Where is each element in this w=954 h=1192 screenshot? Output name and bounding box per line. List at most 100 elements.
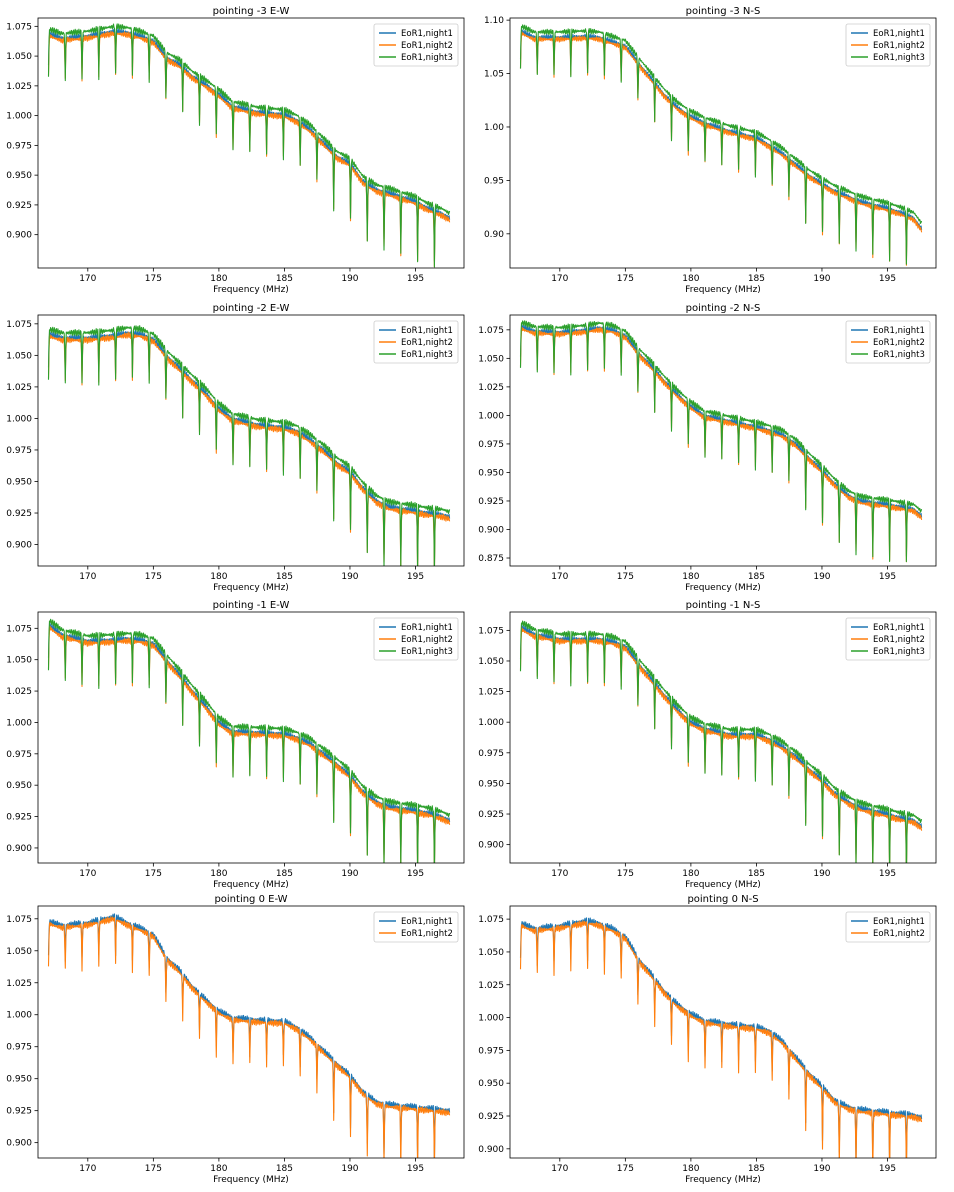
x-tick-label: 180 [682, 869, 699, 879]
chart-title: pointing -2 N-S [686, 303, 761, 314]
x-axis-label: Frequency (MHz) [213, 285, 289, 295]
y-tick-label: 1.025 [6, 82, 32, 92]
legend-label: EoR1,night3 [873, 647, 925, 657]
y-tick-label: 0.950 [478, 468, 504, 478]
chart-panel-6: pointing 0 E-W 170 175 180 185 190 195 0.900 0.9… [6, 894, 465, 1185]
legend-label: EoR1,night2 [401, 929, 453, 939]
x-axis-label: Frequency (MHz) [213, 1175, 289, 1185]
y-tick-label: 0.925 [6, 201, 32, 211]
x-tick-label: 175 [145, 1164, 162, 1174]
axes-frame [509, 611, 937, 864]
x-tick-label: 180 [682, 1164, 699, 1174]
y-tick-label: 0.975 [6, 750, 32, 760]
legend-label: EoR1,night3 [401, 53, 453, 63]
y-tick-label: 1.075 [6, 915, 32, 925]
plot-area [47, 913, 451, 1158]
y-tick-label: 0.900 [478, 841, 504, 851]
series-line-3 [519, 620, 923, 863]
chart-title: pointing -1 N-S [686, 600, 761, 611]
legend-box [373, 320, 459, 364]
axes-frame [509, 905, 937, 1159]
y-tick-label: 1.075 [478, 326, 504, 336]
series-line-2 [47, 916, 451, 1158]
y-tick-label: 0.900 [6, 541, 32, 551]
chart-panel-4: pointing -1 E-W 170 175 180 185 190 195 0.900 0.… [6, 600, 465, 890]
y-tick-label: 1.025 [478, 383, 504, 393]
axes-frame [509, 314, 937, 567]
x-tick-label: 190 [341, 1164, 358, 1174]
chart-title: pointing 0 N-S [687, 894, 758, 905]
x-tick-label: 180 [210, 572, 227, 582]
y-tick-label: 0.900 [478, 525, 504, 535]
x-tick-label: 175 [145, 869, 162, 879]
x-tick-label: 185 [748, 869, 765, 879]
y-tick-label: 1.000 [6, 112, 32, 122]
y-tick-label: 0.900 [6, 1139, 32, 1149]
legend-label: EoR1,night1 [873, 917, 925, 927]
y-tick-label: 0.925 [478, 810, 504, 820]
legend-box [845, 617, 931, 661]
plot-area [47, 618, 451, 863]
x-tick-label: 185 [276, 869, 293, 879]
legend-label: EoR1,night1 [401, 917, 453, 927]
x-tick-label: 175 [617, 572, 634, 582]
legend-label: EoR1,night2 [873, 338, 925, 348]
plot-area [47, 23, 451, 268]
x-tick-label: 195 [407, 572, 424, 582]
chart-title: pointing -3 E-W [213, 6, 290, 17]
x-tick-label: 190 [813, 1164, 830, 1174]
x-tick-label: 190 [813, 869, 830, 879]
x-tick-label: 170 [551, 274, 568, 284]
legend-label: EoR1,night2 [401, 41, 453, 51]
x-tick-label: 175 [145, 274, 162, 284]
y-tick-label: 0.975 [6, 141, 32, 151]
legend-box [373, 617, 459, 661]
y-tick-label: 1.075 [478, 915, 504, 925]
legend-box [845, 911, 931, 943]
x-tick-label: 195 [407, 869, 424, 879]
plot-area [519, 620, 923, 863]
y-tick-label: 0.900 [6, 231, 32, 241]
x-axis-label: Frequency (MHz) [685, 583, 761, 593]
series-line-3 [519, 320, 923, 563]
x-axis-label: Frequency (MHz) [685, 880, 761, 890]
y-tick-label: 0.975 [6, 1043, 32, 1053]
y-tick-label: 1.025 [6, 687, 32, 697]
plot-area [519, 917, 923, 1158]
y-tick-label: 1.000 [6, 718, 32, 728]
legend-label: EoR1,night2 [873, 635, 925, 645]
x-tick-label: 190 [341, 572, 358, 582]
legend-label: EoR1,night1 [873, 326, 925, 336]
y-tick-label: 1.000 [478, 718, 504, 728]
x-tick-label: 175 [145, 572, 162, 582]
chart-panel-2: pointing -2 E-W 170 175 180 185 190 195 0.900 0.… [6, 303, 465, 593]
y-tick-label: 1.075 [6, 22, 32, 32]
y-tick-label: 1.050 [478, 948, 504, 958]
x-tick-label: 190 [813, 572, 830, 582]
legend-box [845, 23, 931, 67]
y-tick-label: 0.95 [484, 176, 504, 186]
chart-panel-1: pointing -3 N-S 170 175 180 185 190 195 0.90 0.9… [484, 6, 937, 295]
y-tick-label: 1.10 [484, 16, 504, 26]
y-tick-label: 1.050 [478, 354, 504, 364]
legend-label: EoR1,night1 [873, 29, 925, 39]
y-tick-label: 1.000 [478, 1014, 504, 1024]
chart-panel-5: pointing -1 N-S 170 175 180 185 190 195 0.900 0.… [478, 600, 937, 890]
y-tick-label: 0.900 [478, 1145, 504, 1155]
y-tick-label: 0.950 [6, 171, 32, 181]
chart-panel-0: pointing -3 E-W 170 175 180 185 190 195 0.900 0.… [6, 6, 465, 295]
legend-label: EoR1,night2 [401, 635, 453, 645]
x-tick-label: 180 [210, 869, 227, 879]
y-tick-label: 0.875 [478, 554, 504, 564]
x-tick-label: 170 [551, 869, 568, 879]
legend-box [373, 23, 459, 67]
x-tick-label: 170 [551, 1164, 568, 1174]
x-tick-label: 195 [879, 869, 896, 879]
y-tick-label: 1.050 [478, 657, 504, 667]
y-tick-label: 0.950 [6, 1075, 32, 1085]
y-tick-label: 1.025 [478, 688, 504, 698]
axes-frame [509, 17, 937, 269]
legend-label: EoR1,night2 [401, 338, 453, 348]
series-line-2 [47, 331, 451, 566]
